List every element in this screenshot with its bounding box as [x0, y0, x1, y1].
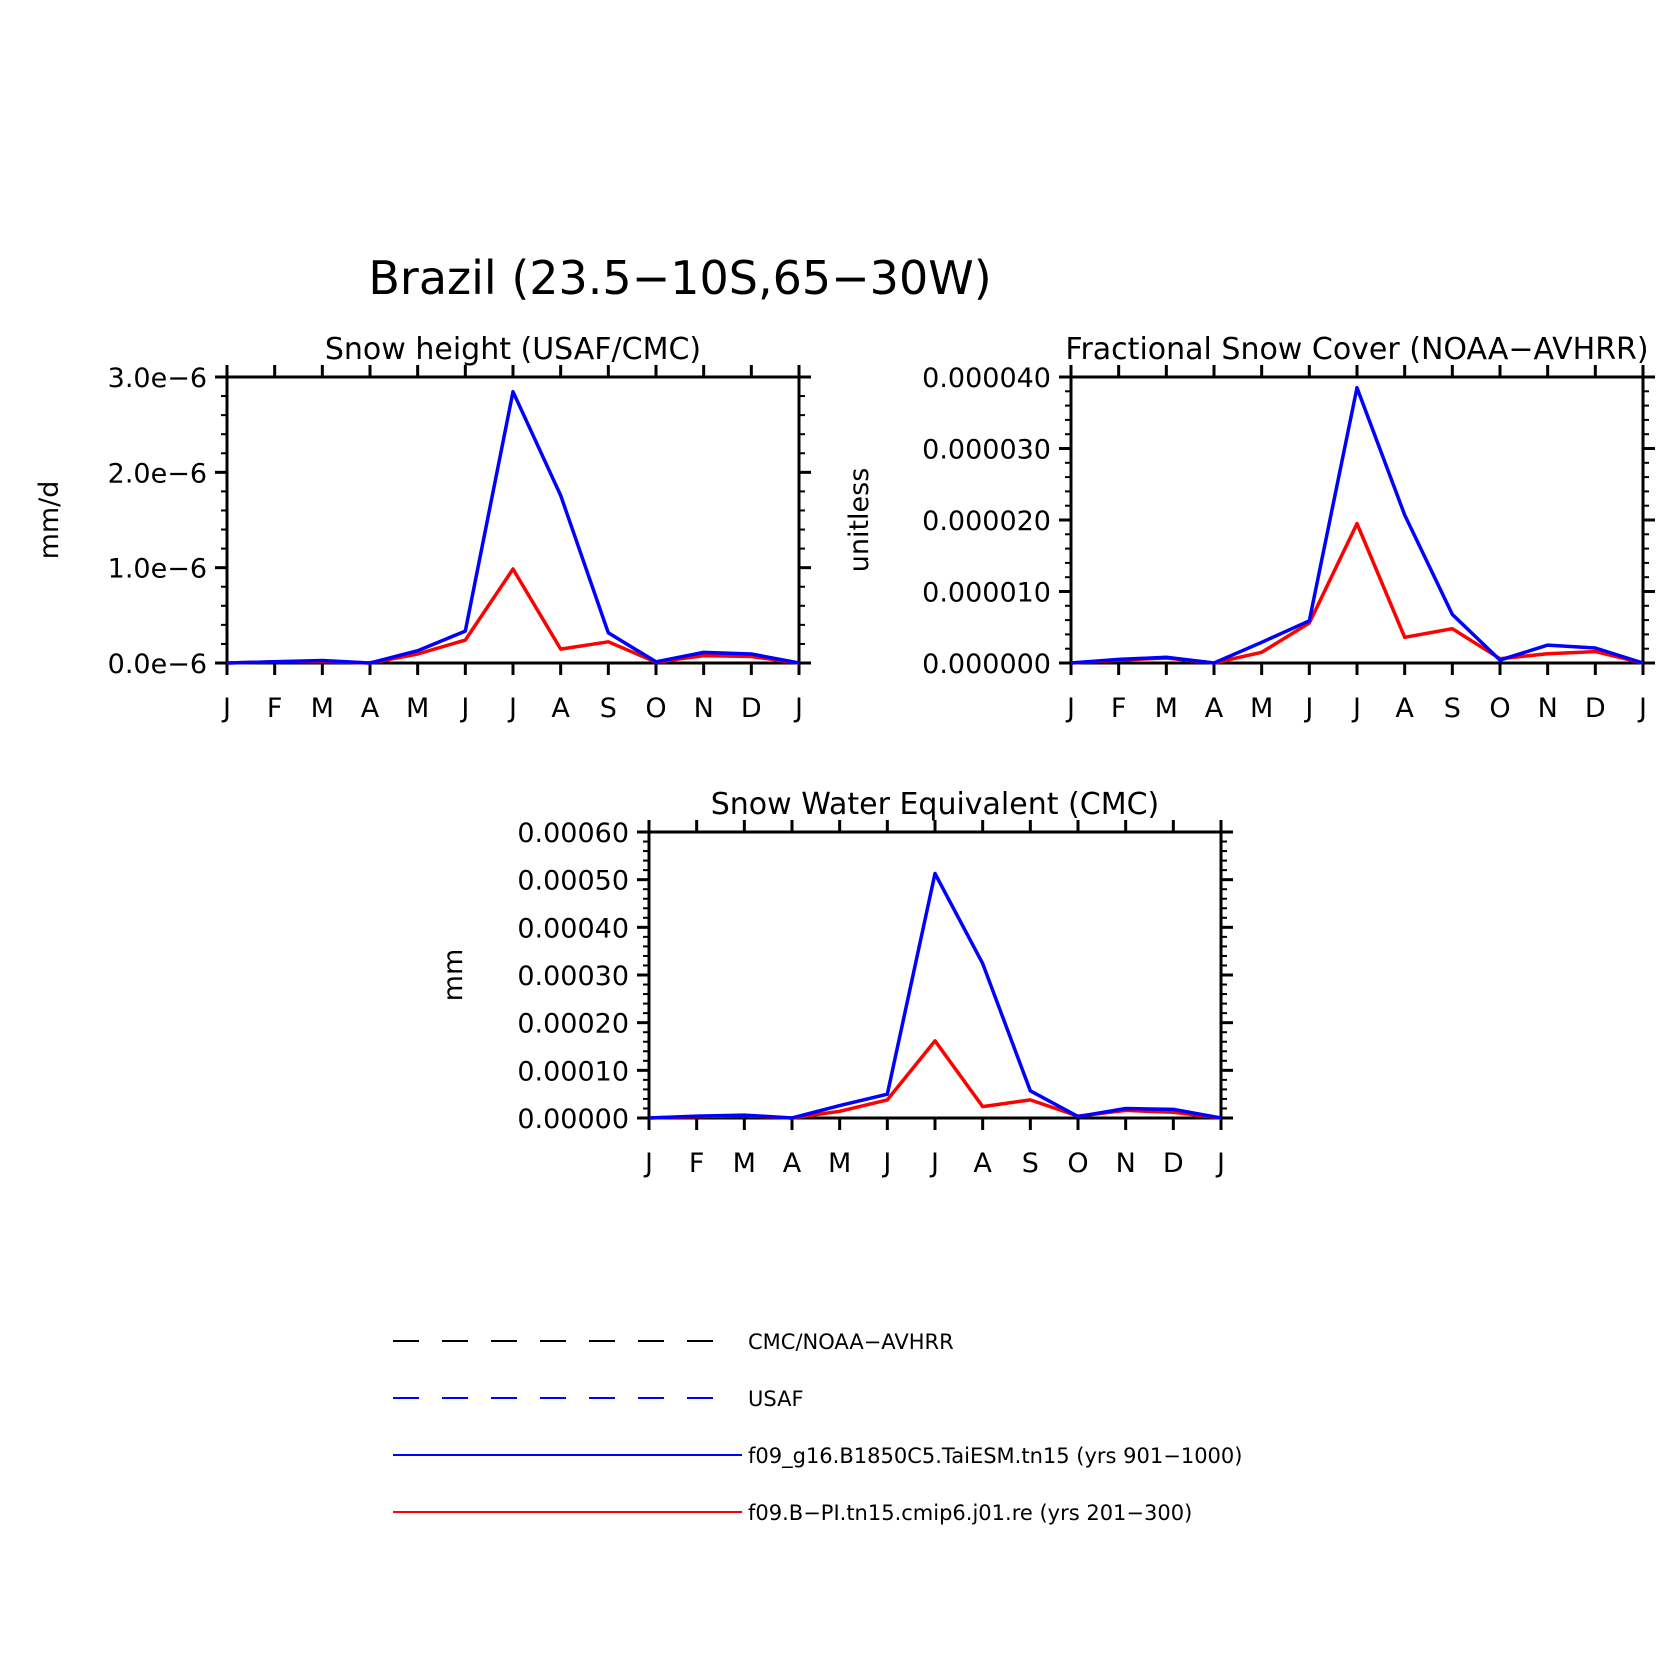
y-tick-label: 0.0e−6: [108, 649, 207, 680]
panel-title: Snow Water Equivalent (CMC): [711, 787, 1159, 822]
x-tick-label: J: [1065, 693, 1075, 724]
x-tick-label: S: [600, 693, 617, 724]
series-line: [648, 871, 1222, 1120]
x-tick-label: M: [1155, 693, 1178, 724]
legend-label: CMC/NOAA−AVHRR: [748, 1330, 954, 1354]
x-tick-label: J: [459, 693, 469, 724]
series-line: [226, 389, 800, 665]
x-tick-label: S: [1444, 693, 1461, 724]
x-tick-label: J: [507, 693, 517, 724]
y-tick-label: 0.00000: [517, 1104, 629, 1135]
legend-label: USAF: [748, 1387, 804, 1411]
x-tick-label: M: [406, 693, 429, 724]
chart-panels: J F M A M J J A S O N D J0.0e−61.0e−62.0e−63.0e−6Sno…: [34, 332, 1655, 1179]
x-tick-label: A: [361, 693, 380, 724]
x-tick-label: J: [929, 1148, 939, 1179]
x-tick-label: N: [1538, 693, 1558, 724]
y-axis-label: mm/d: [34, 481, 65, 560]
y-tick-label: 0.00060: [517, 818, 629, 849]
x-tick-label: F: [1111, 693, 1127, 724]
legend-item: CMC/NOAA−AVHRR: [393, 1330, 954, 1354]
panel-title: Snow height (USAF/CMC): [325, 332, 701, 367]
y-tick-label: 0.00040: [517, 913, 629, 944]
y-tick-label: 0.000040: [922, 363, 1051, 394]
panel-title: Fractional Snow Cover (NOAA−AVHRR): [1065, 332, 1648, 367]
legend-label: f09.B−PI.tn15.cmip6.j01.re (yrs 201−300): [748, 1501, 1192, 1525]
x-tick-label: D: [741, 693, 762, 724]
legend-item: f09.B−PI.tn15.cmip6.j01.re (yrs 201−300): [393, 1501, 1192, 1525]
x-tick-label: D: [1163, 1148, 1184, 1179]
figure-title: Brazil (23.5−10S,65−30W): [368, 251, 991, 305]
x-tick-label: F: [689, 1148, 705, 1179]
legend-item: f09_g16.B1850C5.TaiESM.tn15 (yrs 901−100…: [393, 1444, 1242, 1469]
y-tick-label: 0.000030: [922, 435, 1051, 466]
x-tick-label: A: [1395, 693, 1414, 724]
y-axis-label: mm: [438, 949, 469, 1002]
x-tick-label: J: [221, 693, 231, 724]
y-axis-label: unitless: [844, 468, 875, 573]
x-tick-label: A: [783, 1148, 802, 1179]
x-tick-label: A: [551, 693, 570, 724]
y-tick-label: 0.000010: [922, 578, 1051, 609]
x-tick-label: J: [881, 1148, 891, 1179]
y-tick-label: 0.000000: [922, 649, 1051, 680]
x-tick-label: F: [267, 693, 283, 724]
y-tick-label: 0.00020: [517, 1009, 629, 1040]
x-tick-label: A: [973, 1148, 992, 1179]
series-line: [1070, 385, 1644, 665]
y-tick-label: 0.00030: [517, 961, 629, 992]
x-tick-label: D: [1585, 693, 1606, 724]
x-tick-label: M: [733, 1148, 756, 1179]
x-tick-label: N: [1116, 1148, 1136, 1179]
x-tick-label: J: [1351, 693, 1361, 724]
x-tick-label: A: [1205, 693, 1224, 724]
chart-panel-snow-water-equivalent: J F M A M J J A S O N D J0.000000.000100.000200.0003…: [438, 787, 1233, 1179]
legend-label: f09_g16.B1850C5.TaiESM.tn15 (yrs 901−100…: [748, 1444, 1242, 1469]
x-tick-label: S: [1022, 1148, 1039, 1179]
y-tick-label: 0.00050: [517, 866, 629, 897]
x-tick-label: J: [1637, 693, 1647, 724]
y-tick-label: 1.0e−6: [108, 554, 207, 585]
x-tick-label: J: [793, 693, 803, 724]
x-tick-label: N: [694, 693, 714, 724]
x-tick-label: O: [645, 693, 666, 724]
x-tick-label: M: [828, 1148, 851, 1179]
y-tick-label: 0.00010: [517, 1056, 629, 1087]
x-tick-label: J: [1303, 693, 1313, 724]
x-tick-label: J: [643, 1148, 653, 1179]
x-tick-label: O: [1067, 1148, 1088, 1179]
chart-panel-fractional-snow-cover: J F M A M J J A S O N D J0.0000000.0000100.0000200.0…: [844, 332, 1655, 724]
x-tick-label: M: [1250, 693, 1273, 724]
y-tick-label: 0.000020: [922, 506, 1051, 537]
legend-item: USAF: [393, 1387, 804, 1411]
x-tick-label: O: [1489, 693, 1510, 724]
x-tick-label: M: [311, 693, 334, 724]
y-tick-label: 2.0e−6: [108, 458, 207, 489]
legend: CMC/NOAA−AVHRR USAF f09_g16.B1850C5.TaiESM…: [393, 1330, 1242, 1525]
chart-panel-snow-height: J F M A M J J A S O N D J0.0e−61.0e−62.0e−63.0e−6Sno…: [34, 332, 811, 724]
x-tick-label: J: [1215, 1148, 1225, 1179]
y-tick-label: 3.0e−6: [108, 363, 207, 394]
